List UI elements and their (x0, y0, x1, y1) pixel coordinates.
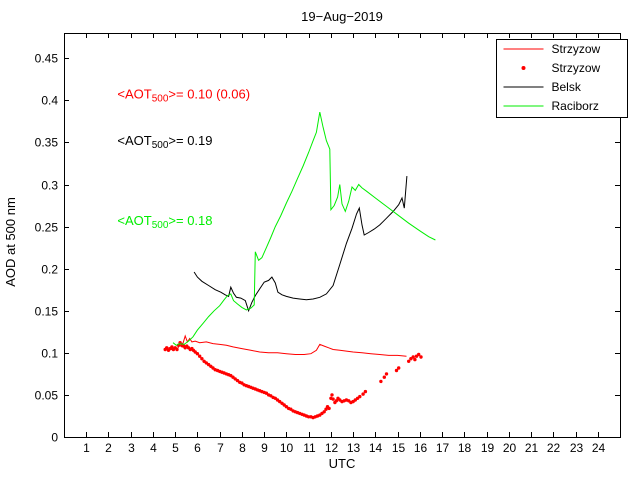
data-point (334, 399, 339, 403)
data-point (413, 357, 417, 362)
data-point (379, 379, 383, 384)
legend: Strzyzow Strzyzow Belsk Raciborz (496, 39, 628, 118)
plot-frame (64, 33, 621, 438)
x-axis-label: UTC (329, 456, 356, 471)
x-tick-label: 22 (547, 441, 561, 455)
data-point (394, 368, 399, 373)
data-point (358, 394, 362, 399)
series-line (172, 111, 436, 346)
x-tick-label: 10 (280, 441, 294, 455)
x-tick-label: 20 (503, 441, 517, 455)
x-tick-label: 18 (458, 441, 472, 455)
x-tick-label: 12 (325, 441, 339, 455)
legend-label: Strzyzow (552, 61, 601, 75)
y-tick-label: 0.35 (35, 136, 59, 150)
series-strzyzow-scatter (163, 341, 423, 420)
x-axis: 1 2 3 4 5 6 7 8 9 10 11 12 13 14 15 16 17 18 19 20 21 22 23 24 (83, 33, 605, 455)
plot-content: 1 2 3 4 5 6 7 8 9 10 11 12 13 14 15 16 17 18 19 20 21 22 23 240… (35, 33, 628, 455)
series-raciborz-line (172, 111, 436, 346)
chart-title: 19−Aug−2019 (301, 9, 383, 24)
legend-box (496, 39, 628, 118)
series-line (164, 334, 407, 357)
x-tick-label: 21 (525, 441, 539, 455)
x-tick-label: 9 (261, 441, 268, 455)
data-point (330, 393, 334, 397)
data-point (198, 354, 202, 358)
annotation-1: <AOT500>= 0.10 (0.06) (117, 87, 250, 105)
x-tick-label: 5 (172, 441, 179, 455)
data-point (382, 375, 386, 379)
x-tick-label: 23 (570, 441, 584, 455)
x-tick-label: 1 (83, 441, 90, 455)
data-point (363, 389, 368, 394)
data-point (170, 345, 174, 349)
y-tick-label: 0.1 (41, 347, 58, 361)
x-tick-label: 8 (239, 441, 246, 455)
y-tick-label: 0.3 (41, 179, 58, 193)
data-point (417, 352, 421, 357)
data-point (384, 372, 389, 376)
data-point (331, 397, 335, 401)
x-tick-label: 15 (392, 441, 406, 455)
x-tick-label: 17 (436, 441, 450, 455)
series-strzyzow-line (164, 334, 407, 357)
legend-label: Strzyzow (552, 42, 601, 56)
data-point (411, 355, 415, 359)
y-tick-label: 0.4 (41, 94, 58, 108)
y-tick-label: 0 (51, 431, 58, 445)
data-point (419, 355, 423, 359)
data-point (407, 359, 411, 363)
legend-label: Raciborz (552, 99, 599, 113)
annotation-2: <AOT500>= 0.19 (117, 133, 212, 151)
data-point (200, 357, 204, 361)
x-tick-label: 19 (481, 441, 495, 455)
x-tick-label: 4 (150, 441, 157, 455)
x-tick-label: 14 (369, 441, 383, 455)
data-point (195, 352, 200, 356)
x-tick-label: 16 (414, 441, 428, 455)
series-belsk-line (193, 176, 408, 313)
y-axis-label: AOD at 500 nm (3, 197, 18, 287)
x-tick-label: 7 (217, 441, 224, 455)
y-tick-label: 0.25 (35, 221, 59, 235)
data-point (175, 347, 179, 352)
x-tick-label: 3 (128, 441, 135, 455)
data-point (397, 366, 401, 370)
y-tick-label: 0.15 (35, 305, 59, 319)
x-tick-label: 2 (105, 441, 112, 455)
y-tick-label: 0.45 (35, 52, 59, 66)
x-tick-label: 13 (347, 441, 361, 455)
series-line (193, 176, 408, 313)
data-point (322, 410, 326, 414)
data-point (327, 406, 331, 411)
y-tick-label: 0.05 (35, 389, 59, 403)
x-tick-label: 6 (194, 441, 201, 455)
data-point (324, 407, 328, 411)
y-tick-label: 0.2 (41, 263, 58, 277)
x-tick-label: 11 (303, 441, 316, 455)
legend-label: Belsk (552, 80, 582, 94)
annotation-3: <AOT500>= 0.18 (117, 213, 212, 231)
y-axis: 0 0.05 0.1 0.15 0.2 0.25 0.3 0.35 0.4 0.45 (35, 52, 620, 445)
data-point (165, 346, 169, 350)
legend-sample-dot (521, 66, 526, 70)
x-tick-label: 24 (592, 441, 606, 455)
data-point (361, 392, 365, 396)
